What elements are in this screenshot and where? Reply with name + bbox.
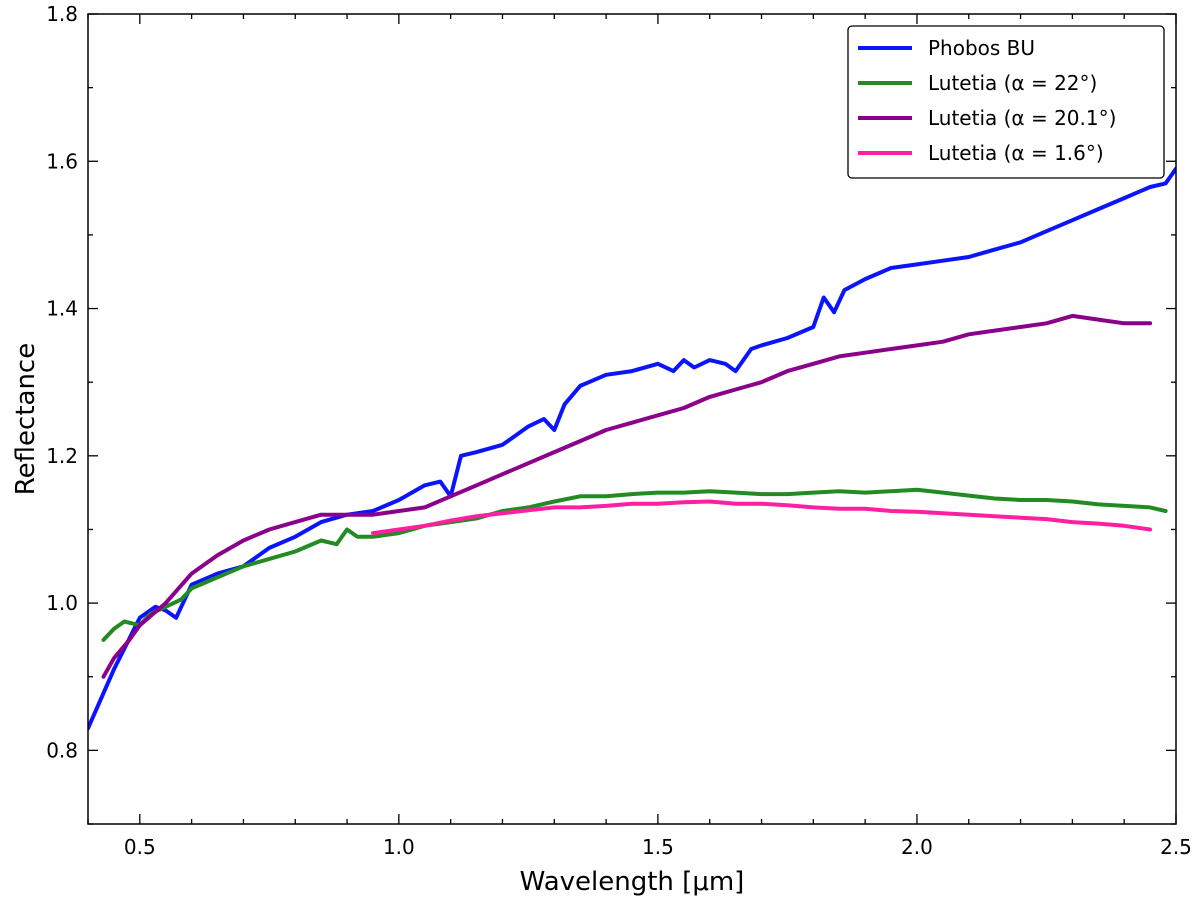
series-layer	[88, 166, 1176, 731]
x-tick-label: 2.0	[901, 835, 933, 859]
y-tick-label: 1.6	[46, 149, 78, 173]
series-line-1	[101, 487, 1168, 642]
y-tick-label: 1.0	[46, 591, 78, 615]
legend-label-2: Lutetia (α = 20.1°)	[928, 106, 1116, 130]
y-tick-label: 1.2	[46, 444, 78, 468]
legend-label-1: Lutetia (α = 22°)	[928, 71, 1097, 95]
series-line-3	[371, 499, 1153, 536]
x-tick-label: 1.5	[642, 835, 674, 859]
y-tick-label: 0.8	[46, 738, 78, 762]
legend: Phobos BU Lutetia (α = 22°) Lutetia (α = 2…	[847, 25, 1165, 179]
legend-label-0: Phobos BU	[928, 36, 1035, 60]
y-axis-label: Reflectance	[11, 343, 41, 495]
y-tick-label: 1.4	[46, 297, 78, 321]
series-line-0	[88, 166, 1176, 731]
x-tick-label: 0.5	[124, 835, 156, 859]
x-tick-label: 1.0	[383, 835, 415, 859]
ticks-layer: 0.5 1.0 1.5 2.0 2.5 0.8 1.0 1.2 1.4 1.6 1.8	[46, 2, 1192, 859]
plot-frame	[87, 13, 1177, 825]
y-tick-label: 1.8	[46, 2, 78, 26]
x-tick-label: 2.5	[1160, 835, 1192, 859]
series-line-2	[101, 313, 1153, 679]
legend-label-3: Lutetia (α = 1.6°)	[928, 141, 1104, 165]
x-axis-label: Wavelength [μm]	[520, 867, 745, 897]
legend-box	[847, 25, 1165, 179]
